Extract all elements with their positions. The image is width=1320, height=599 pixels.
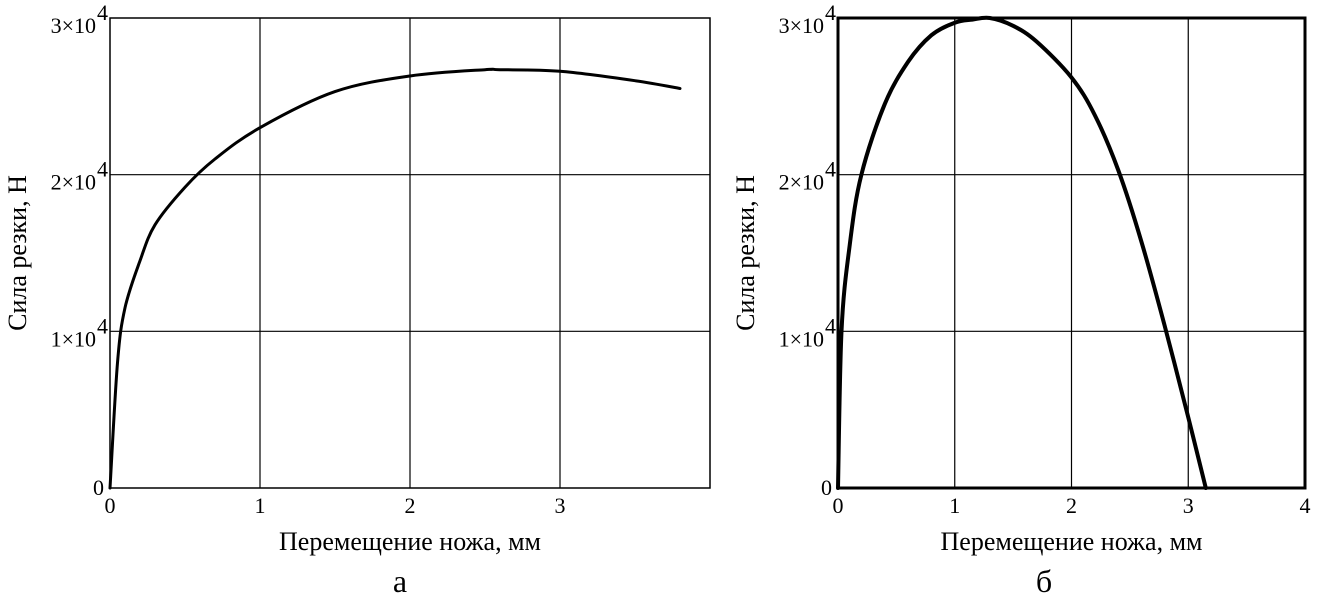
y-tick-label: 2×10 bbox=[779, 170, 824, 195]
x-tick-label: 1 bbox=[255, 493, 266, 518]
plot-frame bbox=[836, 16, 1307, 490]
x-tick-label: 0 bbox=[833, 493, 844, 518]
y-tick-exponent: 4 bbox=[825, 313, 836, 338]
grid bbox=[110, 18, 710, 488]
x-tick-label: 3 bbox=[555, 493, 566, 518]
force-curve bbox=[836, 15, 1208, 490]
x-tick-label: 3 bbox=[1183, 493, 1194, 518]
y-tick-exponent: 4 bbox=[825, 157, 836, 182]
y-tick-label: 0 bbox=[93, 475, 104, 500]
y-axis-label: Сила резки, Н bbox=[731, 175, 760, 331]
y-tick-exponent: 4 bbox=[97, 0, 108, 25]
x-tick-label: 1 bbox=[949, 493, 960, 518]
y-tick-exponent: 4 bbox=[97, 313, 108, 338]
x-tick-label: 0 bbox=[105, 493, 116, 518]
x-tick-labels: 0 1 2 3 4 bbox=[833, 493, 1311, 518]
y-tick-exponent: 4 bbox=[825, 0, 836, 25]
panel-label: б bbox=[1036, 563, 1052, 599]
x-axis-label: Перемещение ножа, мм bbox=[941, 527, 1203, 556]
y-tick-exponent: 4 bbox=[97, 157, 108, 182]
y-axis-label: Сила резки, Н bbox=[3, 175, 32, 331]
plot-frame bbox=[109, 17, 711, 489]
x-tick-labels: 0 1 2 3 bbox=[105, 493, 566, 518]
panel-label: а bbox=[393, 563, 407, 599]
x-tick-label: 2 bbox=[1066, 493, 1077, 518]
y-tick-label: 3×10 bbox=[779, 13, 824, 38]
x-tick-label: 2 bbox=[405, 493, 416, 518]
x-tick-label: 4 bbox=[1300, 493, 1311, 518]
y-tick-label: 2×10 bbox=[51, 170, 96, 195]
grid bbox=[838, 18, 1305, 488]
y-tick-label: 3×10 bbox=[51, 13, 96, 38]
y-tick-label: 1×10 bbox=[779, 326, 824, 351]
force-curve bbox=[108, 67, 682, 490]
x-axis-label: Перемещение ножа, мм bbox=[279, 527, 541, 556]
y-tick-label: 0 bbox=[821, 475, 832, 500]
y-tick-label: 1×10 bbox=[51, 326, 96, 351]
